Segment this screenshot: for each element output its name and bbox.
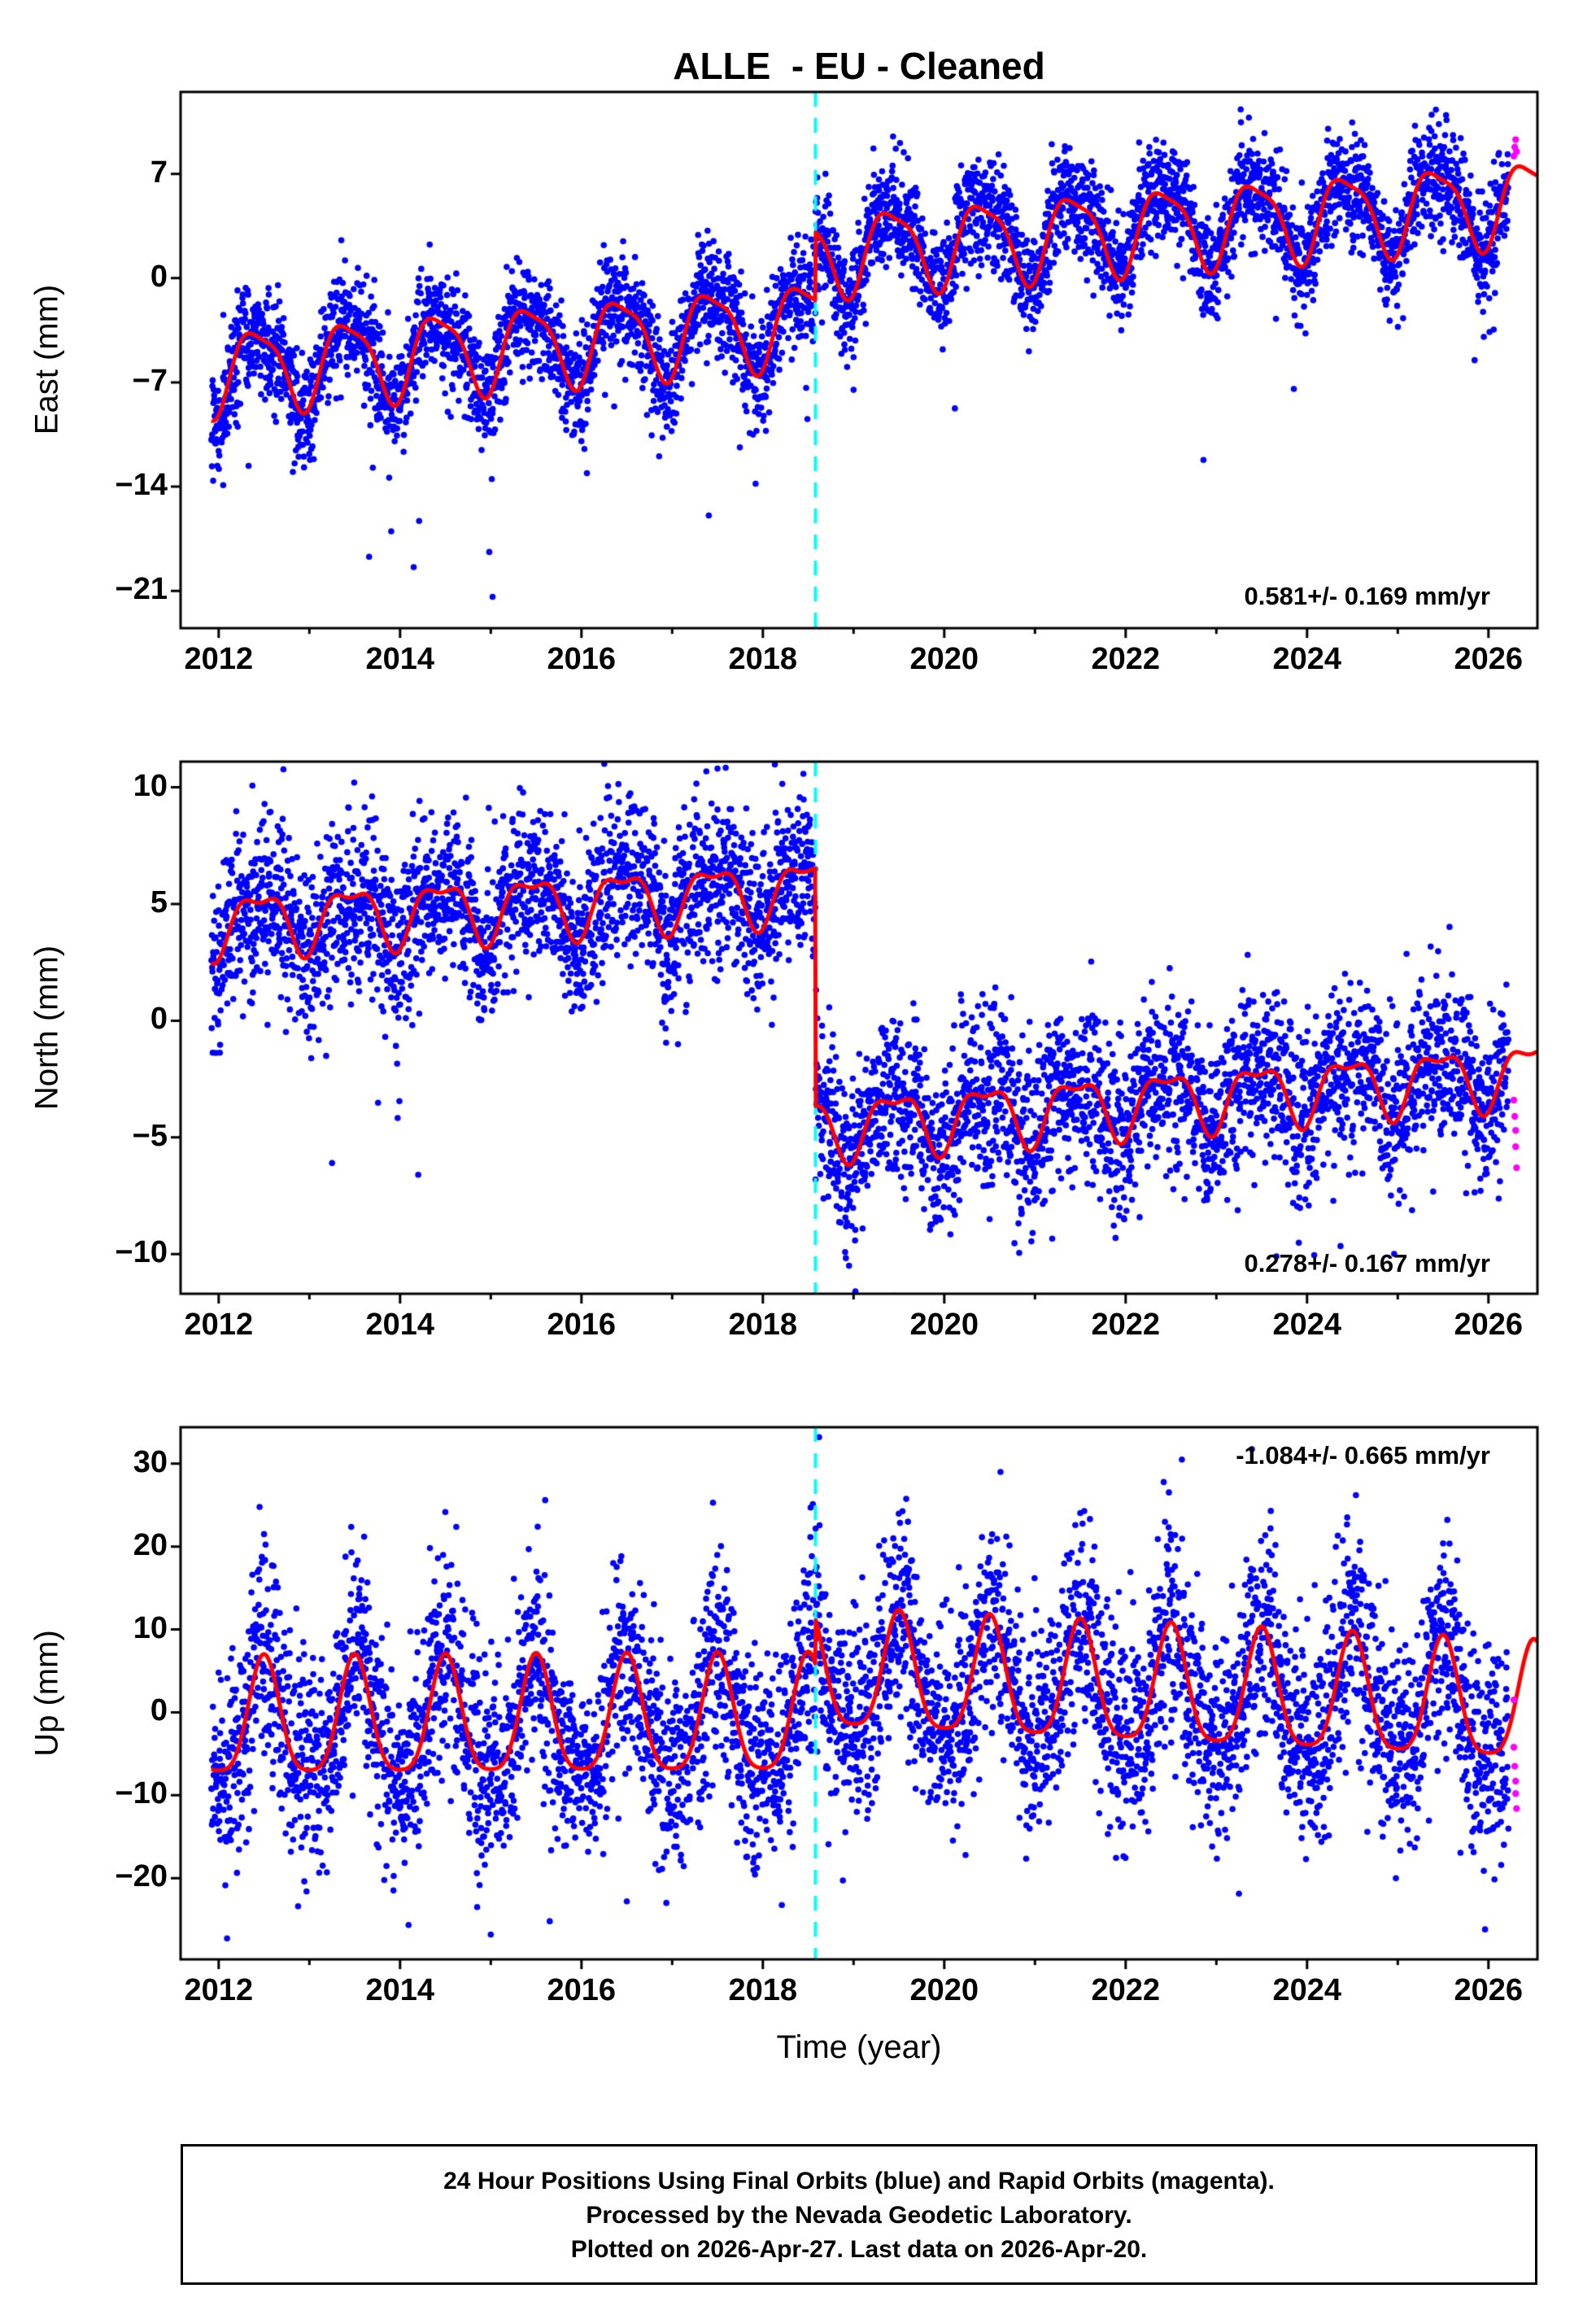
x-tick-label: 2026	[1454, 1973, 1524, 2007]
y-tick-label: 0	[150, 1693, 168, 1728]
y-tick-label: 10	[133, 1610, 168, 1645]
y-tick-label: 0	[150, 1002, 168, 1037]
chart-title: ALLE - EU - Cleaned	[673, 45, 1045, 87]
y-tick-label: 30	[133, 1444, 168, 1479]
y-tick-label: 0	[150, 259, 168, 294]
x-tick-label: 2024	[1272, 1973, 1342, 2007]
caption-line-processed: Processed by the Nevada Geodetic Laborat…	[586, 2202, 1132, 2229]
x-tick-label: 2018	[728, 1308, 798, 1342]
x-tick-label: 2026	[1454, 1308, 1524, 1342]
x-tick-label: 2024	[1272, 642, 1342, 676]
y-tick-label: −5	[132, 1118, 168, 1153]
x-tick-label: 2020	[909, 642, 979, 676]
x-axis-label: Time (year)	[776, 2029, 942, 2065]
x-tick-label: 2022	[1091, 1973, 1161, 2007]
caption-line-orbits: 24 Hour Positions Using Final Orbits (bl…	[443, 2168, 1275, 2195]
x-tick-label: 2020	[909, 1973, 979, 2007]
x-tick-label: 2026	[1454, 642, 1524, 676]
east-trend-annotation: 0.581+/- 0.169 mm/yr	[1244, 582, 1490, 610]
y-tick-label: 20	[133, 1527, 168, 1562]
up-trend-annotation: -1.084+/- 0.665 mm/yr	[1236, 1441, 1490, 1470]
caption-box: 24 Hour Positions Using Final Orbits (bl…	[181, 2144, 1537, 2285]
x-tick-label: 2018	[728, 642, 798, 676]
x-tick-label: 2024	[1272, 1308, 1342, 1342]
y-tick-label: 10	[133, 768, 168, 803]
caption-line-dates: Plotted on 2026-Apr-27. Last data on 202…	[570, 2236, 1148, 2263]
x-tick-label: 2022	[1091, 642, 1161, 676]
north-trend-annotation: 0.278+/- 0.167 mm/yr	[1244, 1249, 1490, 1277]
y-tick-label: −10	[115, 1776, 168, 1811]
x-tick-label: 2012	[184, 642, 254, 676]
y-tick-label: −21	[115, 572, 168, 607]
x-tick-label: 2016	[547, 1973, 617, 2007]
x-tick-label: 2014	[365, 1973, 435, 2007]
x-tick-label: 2022	[1091, 1308, 1161, 1342]
x-tick-label: 2012	[184, 1973, 254, 2007]
y-tick-label: 7	[150, 155, 168, 190]
x-tick-label: 2012	[184, 1308, 254, 1342]
x-tick-label: 2018	[728, 1973, 798, 2007]
y-tick-label: −10	[115, 1235, 168, 1270]
east-axis-label: East (mm)	[28, 284, 65, 435]
x-tick-label: 2016	[547, 1308, 617, 1342]
x-tick-label: 2014	[365, 642, 435, 676]
x-tick-label: 2016	[547, 642, 617, 676]
y-tick-label: −20	[115, 1859, 168, 1894]
y-tick-label: −7	[132, 363, 168, 398]
y-tick-label: 5	[150, 884, 168, 919]
x-tick-label: 2014	[365, 1308, 435, 1342]
x-tick-label: 2020	[909, 1308, 979, 1342]
y-tick-label: −14	[115, 468, 168, 503]
